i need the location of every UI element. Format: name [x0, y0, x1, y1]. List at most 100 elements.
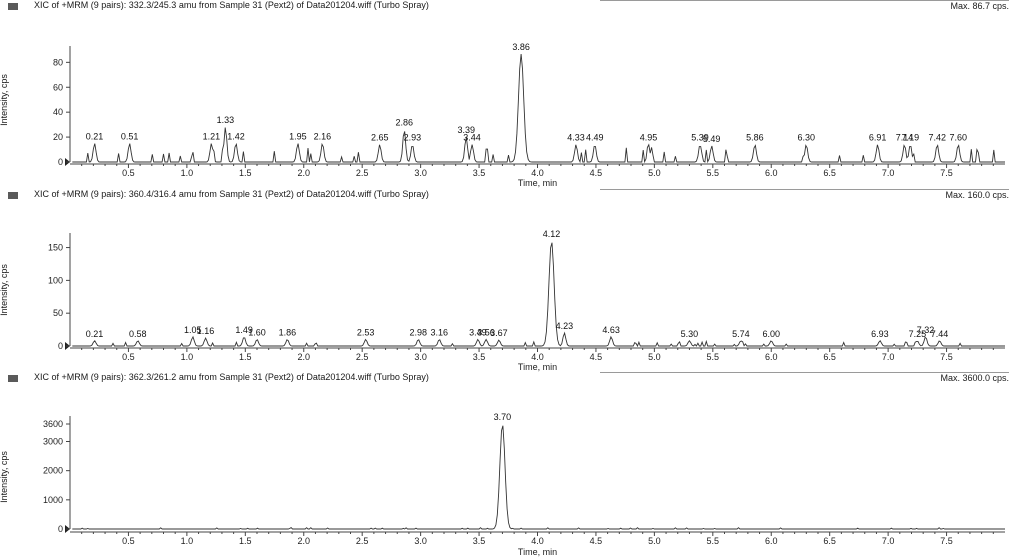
x-tick-label: 7.0 [882, 352, 895, 362]
y-tick-label: 150 [48, 243, 63, 253]
x-tick-label: 7.5 [940, 352, 953, 362]
peak-label: 3.39 [457, 125, 475, 135]
y-tick-label: 3600 [43, 419, 63, 429]
x-tick-label: 3.0 [414, 536, 427, 546]
x-tick-label: 4.0 [531, 536, 544, 546]
y-tick-label: 40 [53, 107, 63, 117]
peak-label: 1.16 [197, 326, 215, 336]
x-tick-label: 7.0 [882, 168, 895, 178]
x-tick-label: 7.0 [882, 536, 895, 546]
y-tick-label: 50 [53, 308, 63, 318]
y-tick-label: 0 [58, 157, 63, 167]
x-tick-label: 2.5 [356, 168, 369, 178]
x-tick-label: 6.0 [765, 168, 778, 178]
trace-marker-icon [8, 192, 18, 199]
x-tick-label: 1.0 [181, 536, 194, 546]
peak-label: 2.98 [410, 327, 428, 337]
x-tick-label: 3.0 [414, 352, 427, 362]
peak-label: 7.19 [902, 133, 920, 143]
x-tick-label: 1.5 [239, 168, 252, 178]
peak-label: 1.21 [203, 131, 221, 141]
chromatogram-plot: 0 1000 2000 3000 3600 0.5 1.0 1.5 2.0 2.5 3.0 3.5 4.… [43, 412, 1005, 557]
peak-label: 4.12 [543, 229, 561, 239]
chromatogram-plot: 0 20 40 60 80 0.5 1.0 1.5 2.0 2.5 3.0 3.5 4.0 4.5 5.0 5… [53, 42, 1005, 188]
peak-label: 3.44 [463, 133, 481, 143]
max-intensity: Max. 3600.0 cps. [940, 373, 1009, 383]
peak-label: 4.49 [586, 133, 604, 143]
x-tick-label: 6.5 [823, 168, 836, 178]
x-tick-label: 5.0 [648, 168, 661, 178]
peak-label: 6.30 [798, 133, 816, 143]
peak-label: 0.21 [86, 131, 104, 141]
peak-label: 0.21 [86, 329, 104, 339]
y-tick-label: 0 [58, 341, 63, 351]
peak-label: 2.53 [357, 327, 375, 337]
header-divider [600, 372, 1009, 373]
x-tick-label: 5.0 [648, 536, 661, 546]
peak-label: 3.56 [477, 327, 495, 337]
chromatogram-panel-3: XIC of +MRM (9 pairs): 362.3/261.2 amu f… [0, 372, 1013, 557]
peak-label: 1.60 [248, 327, 266, 337]
peak-label: 2.86 [395, 118, 413, 128]
x-axis-label: Time, min [518, 178, 557, 188]
x-tick-label: 2.0 [297, 536, 310, 546]
x-tick-label: 1.0 [181, 168, 194, 178]
x-tick-label: 4.0 [531, 352, 544, 362]
x-tick-label: 5.5 [707, 168, 720, 178]
x-tick-label: 1.5 [239, 536, 252, 546]
peak-label: 6.93 [871, 329, 889, 339]
y-tick-label: 80 [53, 57, 63, 67]
trace-marker-icon [8, 375, 18, 382]
y-tick-label: 1000 [43, 495, 63, 505]
peak-label: 3.67 [490, 328, 508, 338]
x-tick-label: 3.0 [414, 168, 427, 178]
x-tick-label: 5.0 [648, 352, 661, 362]
panel-title: XIC of +MRM (9 pairs): 362.3/261.2 amu f… [34, 372, 429, 382]
chromatogram-trace [72, 242, 1005, 348]
peak-label: 1.95 [289, 131, 307, 141]
x-tick-label: 5.5 [707, 352, 720, 362]
peak-label: 3.49 [469, 327, 487, 337]
x-axis-label: Time, min [518, 362, 557, 372]
peak-label: 1.86 [279, 327, 297, 337]
peak-label: 1.33 [217, 115, 235, 125]
y-tick-label: 60 [53, 82, 63, 92]
peak-label: 2.16 [314, 131, 332, 141]
x-tick-label: 3.5 [473, 352, 486, 362]
x-tick-label: 1.0 [181, 352, 194, 362]
peak-label: 4.95 [640, 133, 658, 143]
peak-label: 5.86 [746, 133, 764, 143]
panel-title: XIC of +MRM (9 pairs): 332.3/245.3 amu f… [34, 0, 429, 10]
header-divider [600, 189, 1009, 190]
x-tick-label: 4.5 [590, 352, 603, 362]
x-tick-label: 3.5 [473, 536, 486, 546]
peak-label: 2.65 [371, 133, 389, 143]
x-tick-label: 6.0 [765, 536, 778, 546]
peak-label: 4.23 [556, 321, 574, 331]
x-tick-label: 6.5 [823, 536, 836, 546]
x-tick-label: 0.5 [122, 168, 135, 178]
x-tick-label: 4.5 [590, 168, 603, 178]
chromatogram-plot: 0 50 100 150 0.5 1.0 1.5 2.0 2.5 3.0 3.5 4.0 4.5 5.0 5… [48, 229, 1005, 372]
peak-label: 7.25 [909, 329, 927, 339]
header-divider [600, 0, 1009, 1]
peak-label: 1.42 [227, 131, 245, 141]
chromatogram-trace [72, 53, 1005, 164]
x-tick-label: 1.5 [239, 352, 252, 362]
x-tick-label: 3.5 [473, 168, 486, 178]
y-tick-label: 2000 [43, 466, 63, 476]
peak-label: 6.00 [762, 329, 780, 339]
peak-label: 3.86 [512, 42, 530, 52]
y-tick-label: 100 [48, 275, 63, 285]
chromatogram-trace [72, 425, 1005, 530]
trace-marker-icon [8, 3, 18, 10]
peak-label: 3.16 [431, 327, 449, 337]
peak-label: 1.05 [184, 325, 202, 335]
x-tick-label: 7.5 [940, 168, 953, 178]
x-tick-label: 7.5 [940, 536, 953, 546]
x-tick-label: 4.5 [590, 536, 603, 546]
peak-label: 4.33 [567, 133, 585, 143]
peak-label: 5.49 [703, 134, 721, 144]
panel-title: XIC of +MRM (9 pairs): 360.4/316.4 amu f… [34, 189, 429, 199]
peak-label: 7.44 [931, 329, 949, 339]
